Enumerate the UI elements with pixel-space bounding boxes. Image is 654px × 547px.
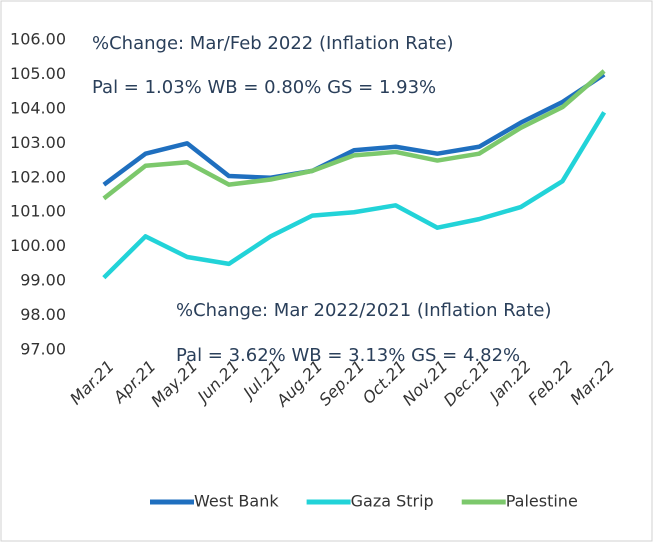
y-tick-label: 104.00 [10,98,66,117]
y-tick-label: 102.00 [10,167,66,186]
y-tick-label: 101.00 [10,202,66,221]
y-tick-label: 103.00 [10,133,66,152]
y-tick-label: 98.00 [20,305,66,324]
y-tick-label: 105.00 [10,64,66,83]
series-line [102,72,606,187]
annotation: %Change: Mar/Feb 2022 (Inflation Rate) [92,33,454,54]
legend-label: Palestine [506,492,578,511]
y-tick-label: 97.00 [20,340,66,359]
y-tick-label: 100.00 [10,236,66,255]
annotation: Pal = 3.62% WB = 3.13% GS = 4.82% [176,345,520,366]
annotation: Pal = 1.03% WB = 0.80% GS = 1.93% [92,77,436,98]
legend-label: West Bank [194,492,279,511]
y-tick-label: 99.00 [20,271,66,290]
annotation: %Change: Mar 2022/2021 (Inflation Rate) [176,300,552,321]
legend-label: Gaza Strip [351,492,434,511]
series-line [102,111,607,280]
y-tick-label: 106.00 [10,30,66,49]
series-line [102,69,606,201]
